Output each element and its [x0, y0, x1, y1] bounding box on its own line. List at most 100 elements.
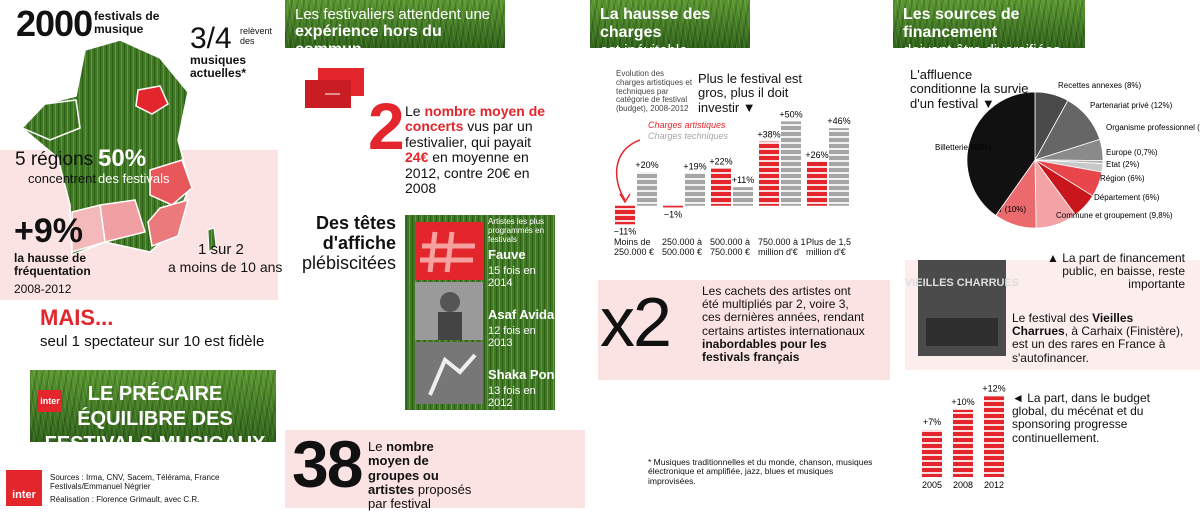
- france-map: [20, 39, 217, 257]
- text: Vieilles Charrues: [1012, 311, 1134, 339]
- value-label: +10%: [951, 397, 974, 407]
- text: nombre moyen de groupes ou artistes: [368, 439, 439, 497]
- poster-title: VIEILLES CHARRUES: [905, 277, 1019, 289]
- pie-label: Billetterie (40%): [935, 143, 992, 152]
- label: des festivals: [98, 171, 170, 186]
- paragraph: Le festival des Vieilles Charrues, à Car…: [1012, 311, 1187, 365]
- pie-label: Partenariat privé (12%): [1090, 101, 1173, 110]
- pie-label: Europe (0,7%): [1106, 148, 1158, 157]
- pie-label: Région (6%): [1100, 174, 1145, 183]
- header: La hausse des charges est inévitable: [590, 0, 750, 59]
- header-line: expérience hors du commun: [295, 23, 442, 58]
- value-label: +12%: [982, 383, 1005, 393]
- header-line: est inévitable: [600, 42, 688, 59]
- bar-stripes: [953, 409, 973, 477]
- text: proposés par festival: [368, 481, 472, 512]
- text: vus par un festivalier, qui payait: [405, 118, 533, 150]
- category-label: Recettes annexes: [1058, 81, 1122, 90]
- label: a moins de 10 ans: [168, 259, 283, 275]
- text: 24€: [405, 149, 429, 166]
- bar-stripes: [984, 396, 1004, 477]
- ticket-icons: [305, 68, 364, 108]
- pie-label: Département (6%): [1094, 193, 1160, 202]
- value-label: +26%: [805, 150, 828, 160]
- value-label: (40%): [970, 143, 992, 152]
- big-number: x2: [600, 283, 672, 361]
- bar-stripes: [663, 205, 683, 208]
- artist-count: 13 fois en 2012: [488, 385, 536, 410]
- value-label: +38%: [757, 130, 780, 140]
- paragraph: Le nombre moyen de concerts vus par un f…: [405, 103, 555, 196]
- value-label: −1%: [664, 209, 682, 219]
- value-label: +22%: [709, 157, 732, 167]
- value-label: (6%): [1142, 193, 1159, 202]
- header-line: doivent être diversifiées: [903, 42, 1061, 59]
- artist-name: Asaf Avidan: [488, 307, 563, 322]
- bar-stripes: [711, 168, 731, 206]
- bar-stripes: [829, 128, 849, 206]
- value-label: +46%: [827, 116, 850, 126]
- big-number: 2000: [16, 3, 93, 44]
- label: festivals de musique: [94, 9, 160, 37]
- text: en moyenne en 2012, contre 20€ en 2008: [405, 149, 530, 196]
- text: Le: [368, 439, 383, 454]
- header-line: Les sources de financement: [903, 6, 1020, 41]
- category-label: Europe: [1106, 148, 1132, 157]
- artist-count: 12 fois en 2013: [488, 325, 536, 350]
- text: plébiscitées: [301, 252, 396, 273]
- caption: Evolution des charges artistiques et tec…: [616, 69, 693, 114]
- value-label: (5%): [1197, 123, 1200, 132]
- warning-title: MAIS...: [40, 305, 114, 330]
- category-label: Région: [1100, 174, 1125, 183]
- text: Des têtes d'affiche: [315, 213, 396, 253]
- value-label: +7%: [923, 417, 941, 427]
- x-tick-label: 2005: [922, 480, 942, 490]
- warning-text: seul 1 spectateur sur 10 est fidèle: [40, 333, 265, 350]
- big-number: 50%: [98, 145, 147, 172]
- headliner-panel: [405, 215, 555, 410]
- label: concentrent: [28, 171, 96, 186]
- footnote: * Musiques traditionnelles et du monde, …: [648, 457, 873, 486]
- category-label: Partenariat privé: [1090, 101, 1149, 110]
- big-number: 38: [292, 427, 363, 501]
- category-label: Billetterie: [935, 143, 968, 152]
- note: L'affluence conditionne la survie d'un f…: [910, 67, 1029, 111]
- bar-stripes: [615, 205, 635, 225]
- legend-label: Charges techniques: [648, 131, 729, 141]
- big-number: 5 régions: [15, 149, 94, 170]
- value-label: (6%): [1128, 174, 1145, 183]
- bar-stripes: [781, 121, 801, 206]
- paragraph: Les cachets des artistes ont été multipl…: [702, 284, 867, 364]
- pie-label: Organisme professionnel (5%): [1106, 123, 1200, 132]
- text: nombre moyen de concerts: [405, 103, 546, 135]
- x-tick-label: 250.000 à 500.000 €: [662, 237, 703, 257]
- x-tick-label: Plus de 1,5 million d'€: [806, 237, 852, 257]
- header-line: La hausse des charges: [600, 6, 711, 41]
- artist-name: Shaka Ponk: [488, 367, 562, 382]
- pink-band: [285, 430, 585, 508]
- text: Les cachets des artistes ont été multipl…: [702, 284, 865, 338]
- charrues-poster: VIEILLES CHARRUES: [905, 260, 1019, 356]
- value-label: (12%): [1151, 101, 1173, 110]
- big-number: 2: [368, 89, 405, 163]
- label: 2008-2012: [14, 282, 72, 296]
- value-label: +20%: [635, 160, 658, 170]
- arrow-head: [619, 193, 631, 204]
- bar-stripes: [807, 161, 827, 206]
- value-label: −11%: [614, 226, 637, 236]
- header: Les festivaliers attendent une expérienc…: [285, 0, 505, 58]
- x-tick-label: 2008: [953, 480, 973, 490]
- category-label: Département: [1094, 193, 1141, 202]
- big-number: +9%: [14, 212, 83, 250]
- category-label: Etat: [1106, 160, 1121, 169]
- bar-stripes: [685, 173, 705, 206]
- text: Le: [405, 103, 421, 119]
- caption: Artistes les plus programmés en festival…: [488, 217, 545, 244]
- value-label: (10%): [1005, 205, 1027, 214]
- x-tick-label: 2012: [984, 480, 1004, 490]
- header-line: Les festivaliers attendent une: [295, 6, 491, 23]
- note: Plus le festival est gros, plus il doit …: [698, 71, 803, 115]
- text: , à Carhaix (Finistère), est un des rare…: [1012, 324, 1184, 365]
- author: Réalisation : Florence Grimault, avec C.…: [50, 495, 200, 504]
